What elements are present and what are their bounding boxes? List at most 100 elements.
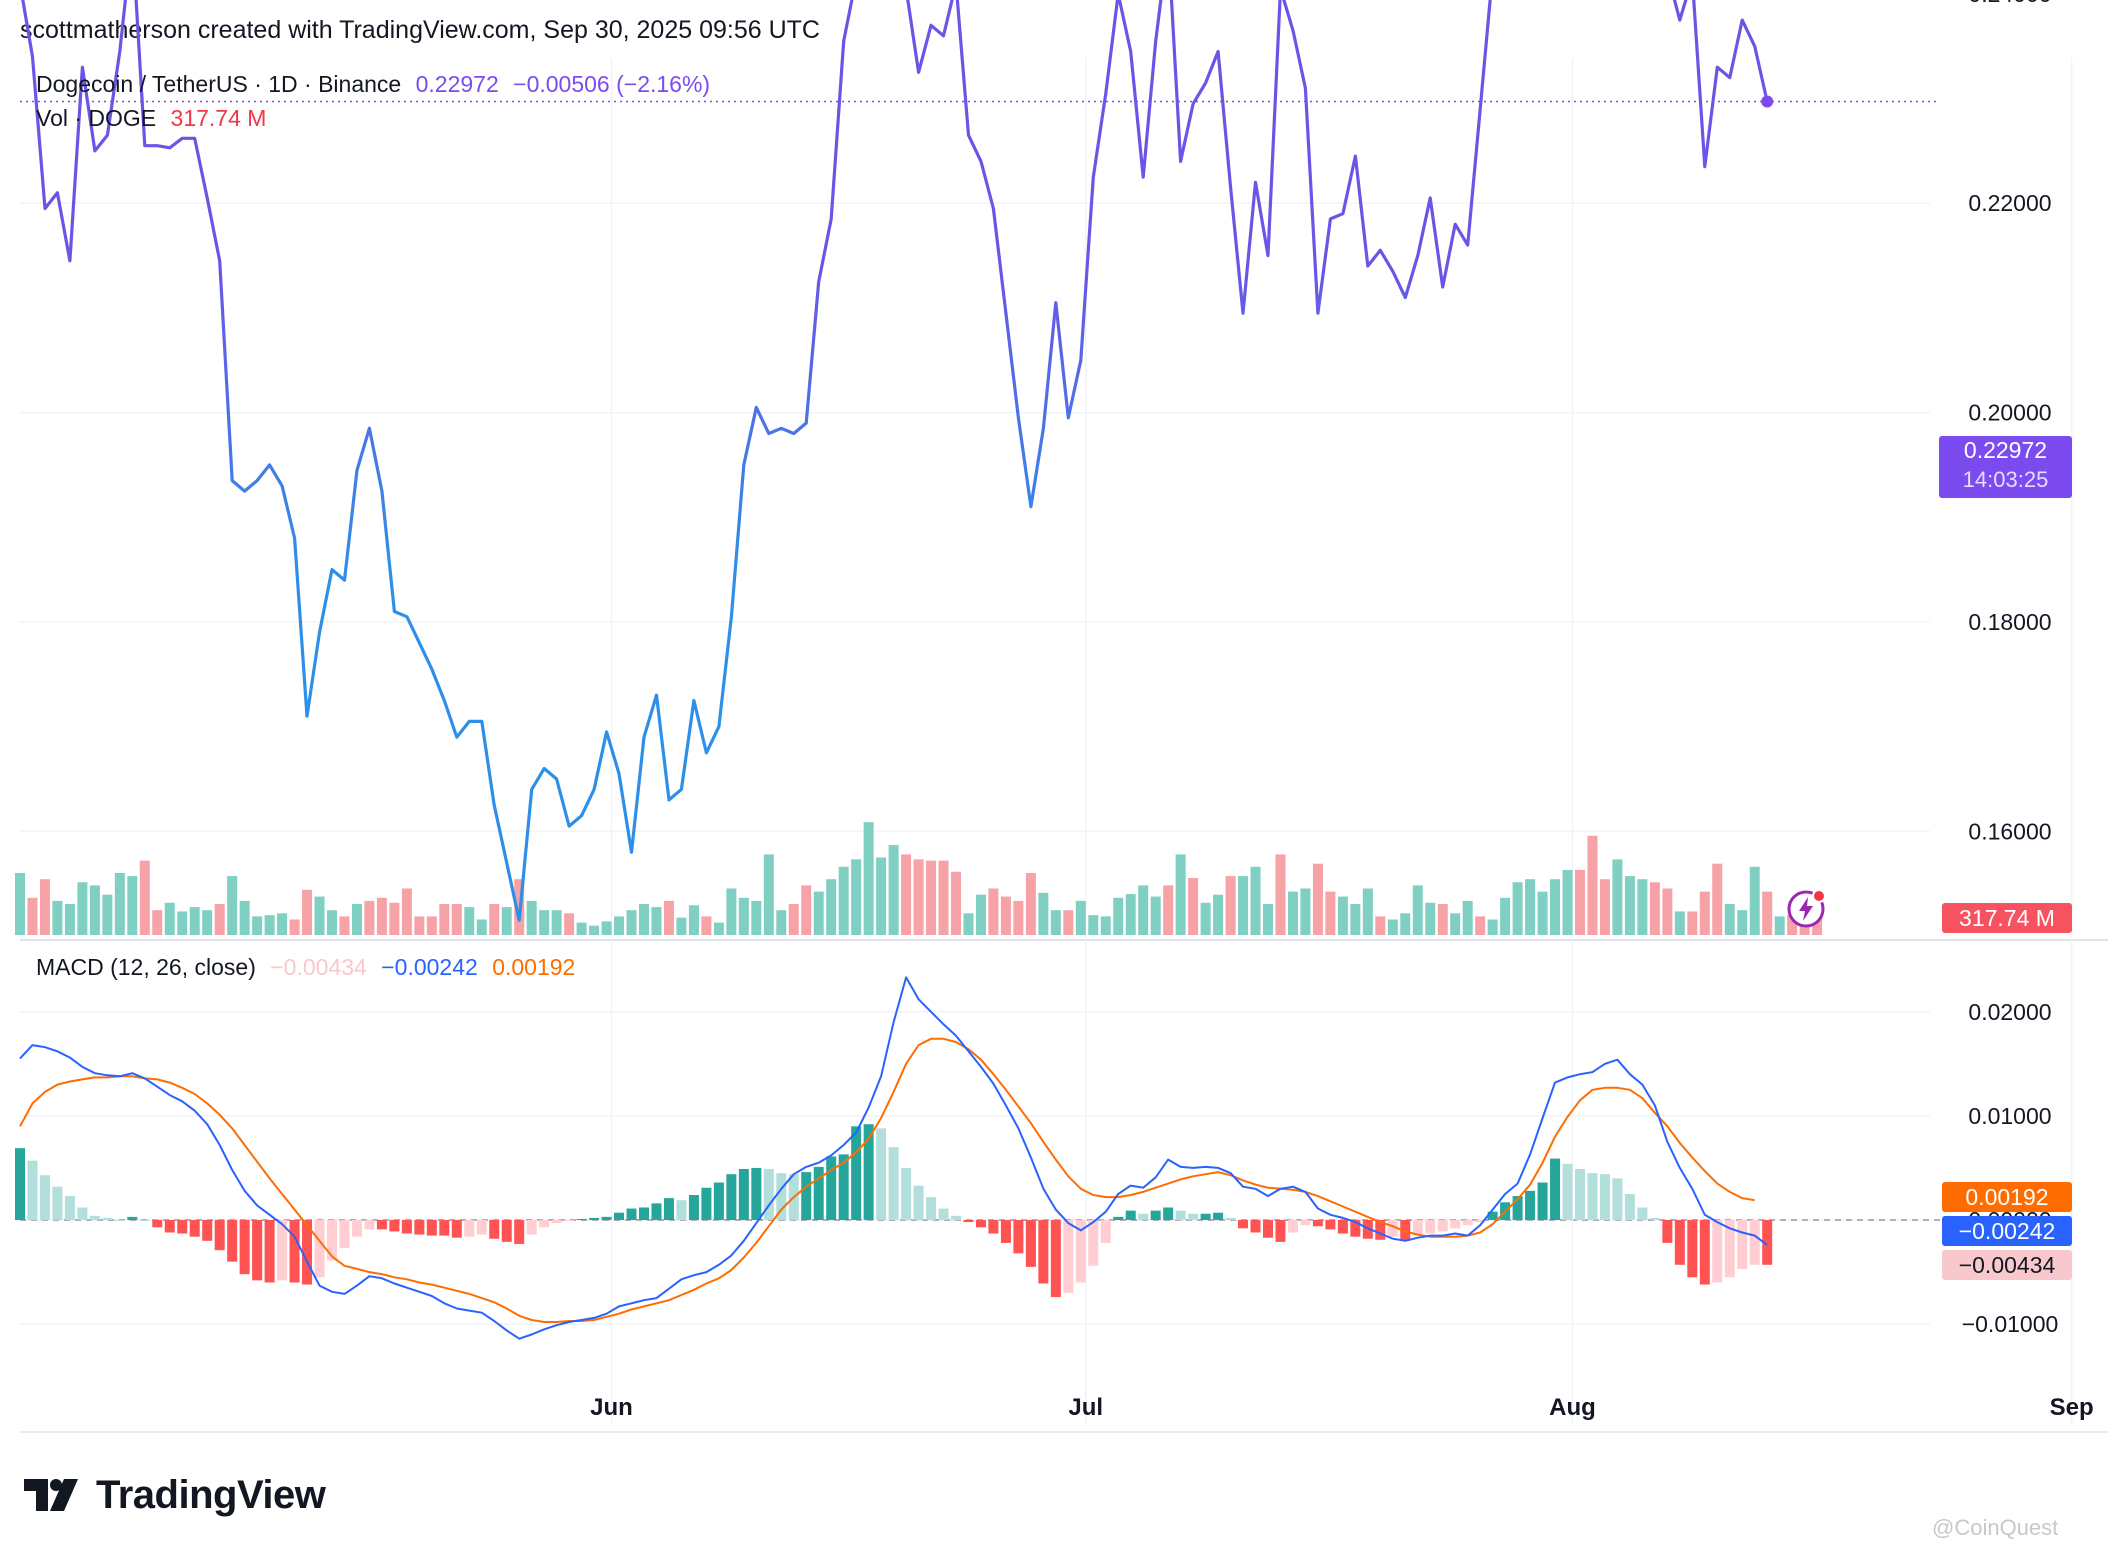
symbol-label: Dogecoin / TetherUS · 1D · Binance — [36, 71, 402, 97]
macd-histogram-bar — [177, 1220, 188, 1234]
macd-histogram-bar — [1250, 1220, 1261, 1233]
volume-bar — [614, 916, 625, 935]
macd-histogram-bar — [489, 1220, 500, 1239]
volume-bar — [1312, 863, 1323, 935]
volume-bar — [826, 879, 837, 935]
volume-bar — [1300, 888, 1311, 935]
volume-bar — [464, 907, 475, 935]
volume-bar — [1238, 876, 1249, 935]
macd-histogram-bar — [202, 1220, 213, 1241]
lightning-icon[interactable] — [1786, 889, 1826, 929]
macd-histogram-bar — [401, 1220, 412, 1234]
macd-histogram-bar — [1050, 1220, 1061, 1298]
macd-histogram-bar — [1587, 1173, 1598, 1220]
last-price-tag: 0.22972 14:03:25 — [1939, 436, 2072, 498]
macd-histogram-bar — [1537, 1182, 1548, 1220]
volume-bar — [389, 902, 400, 935]
macd-tag: −0.00242 — [1942, 1216, 2072, 1246]
volume-bar — [114, 873, 125, 935]
macd-histogram-bar — [639, 1207, 649, 1220]
volume-bar — [1525, 879, 1536, 935]
macd-histogram-bar — [139, 1220, 150, 1221]
volume-bar — [838, 866, 849, 935]
macd-histogram-bar — [1749, 1220, 1760, 1265]
volume-bar — [1125, 894, 1136, 935]
macd-histogram-bar — [39, 1175, 50, 1220]
last-price-dot — [1761, 95, 1774, 108]
macd-histogram-bar — [1550, 1158, 1561, 1220]
price-tick-label: 0.16000 — [1968, 818, 2051, 844]
volume-bar — [1200, 902, 1211, 935]
macd-histogram-bar — [339, 1220, 350, 1249]
macd-histogram-bar — [763, 1168, 774, 1220]
macd-histogram-bar — [1000, 1220, 1011, 1243]
volume-bar — [1649, 882, 1660, 935]
macd-histogram-bar — [1125, 1210, 1136, 1220]
macd-histogram-bar — [302, 1220, 313, 1285]
volume-bar — [1113, 897, 1124, 935]
volume-tag: 317.74 M — [1942, 903, 2072, 933]
macd-histogram-bar — [1138, 1213, 1149, 1220]
macd-histogram-bar — [239, 1220, 250, 1275]
volume-bar — [1188, 877, 1199, 935]
macd-histogram-bar — [264, 1220, 275, 1283]
volume-bar — [376, 897, 387, 935]
macd-histogram-bar — [851, 1126, 862, 1220]
macd-histogram-bar — [888, 1147, 899, 1220]
volume-bar — [1575, 869, 1585, 935]
macd-histogram-bar — [1300, 1220, 1311, 1226]
volume-bar — [77, 882, 88, 935]
macd-histogram-bar — [701, 1187, 712, 1220]
volume-bar — [551, 910, 562, 935]
price-legend[interactable]: Dogecoin / TetherUS · 1D · Binance 0.229… — [36, 71, 718, 98]
volume-bar — [152, 910, 163, 935]
volume-bar — [863, 822, 874, 935]
macd-histogram-bar — [1325, 1220, 1336, 1230]
macd-histogram-bar — [1375, 1220, 1386, 1240]
macd-histogram-bar — [64, 1196, 75, 1220]
macd-histogram-bar — [913, 1185, 924, 1220]
volume-bar — [102, 894, 113, 935]
volume-bar — [938, 860, 949, 935]
tradingview-brand[interactable]: TradingView — [24, 1470, 326, 1520]
volume-bar — [763, 854, 774, 935]
macd-label: MACD (12, 26, close) — [36, 954, 256, 980]
volume-bar — [1774, 916, 1785, 935]
volume-bar — [139, 860, 150, 935]
macd-histogram-bar — [1175, 1210, 1186, 1220]
volume-bar — [1537, 891, 1548, 935]
macd-histogram-bar — [1612, 1178, 1623, 1220]
macd-histogram-bar — [1662, 1220, 1673, 1243]
volume-bar — [1025, 873, 1036, 935]
macd-histogram-bar — [564, 1220, 575, 1222]
macd-legend[interactable]: MACD (12, 26, close) −0.00434 −0.00242 0… — [36, 954, 583, 981]
volume-bar — [988, 888, 999, 935]
macd-histogram-bar — [589, 1217, 600, 1220]
volume-bar — [239, 900, 250, 935]
volume-bar — [177, 911, 188, 935]
volume-bar — [751, 900, 762, 935]
macd-histogram-bar — [327, 1220, 337, 1261]
grid-lines — [20, 58, 2108, 1425]
macd-histogram-bar — [214, 1220, 225, 1251]
volume-bar — [1762, 891, 1773, 935]
macd-histogram-bar — [1100, 1220, 1111, 1243]
volume-bar — [601, 921, 612, 935]
macd-histogram-bar — [1088, 1220, 1099, 1266]
macd-histogram-bar — [926, 1197, 937, 1220]
macd-histogram-bar — [27, 1160, 38, 1220]
x-axis: JunJulAugSepOct — [20, 1394, 2108, 1433]
macd-histogram-bar — [1025, 1220, 1036, 1267]
volume-bar — [327, 910, 337, 935]
macd-histogram-bar — [876, 1128, 887, 1220]
volume-legend[interactable]: Vol · DOGE 317.74 M — [36, 105, 274, 132]
macd-histogram-bar — [1113, 1216, 1124, 1220]
volume-bars — [15, 822, 1823, 935]
macd-histogram-bar — [1350, 1220, 1361, 1237]
volume-bar — [15, 873, 25, 935]
volume-bar — [1213, 894, 1224, 935]
volume-bar — [801, 885, 812, 935]
volume-bar — [439, 904, 450, 935]
